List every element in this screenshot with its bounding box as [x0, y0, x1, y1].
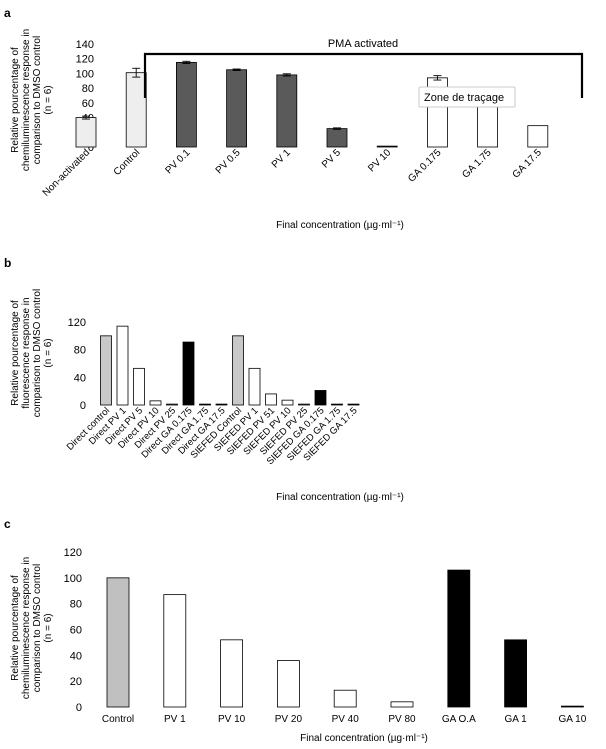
panel-b-xlabel: Final concentration (µg·ml⁻¹): [276, 492, 404, 503]
panel-c-ytick-label: 60: [70, 625, 82, 637]
panel-c-category-label: PV 80: [388, 714, 416, 725]
panel-b-label: b: [4, 256, 11, 270]
panel-c-ytick-label: 80: [70, 599, 82, 611]
panel-c-category-label: GA 10: [558, 714, 586, 725]
panel-b-bar: [100, 335, 112, 406]
panel-c-label: c: [4, 517, 11, 531]
panel-c-ylabel-line-3: comparison to DMSO control: [32, 564, 43, 692]
panel-a-ylabel-line-4: (n = 6): [43, 85, 54, 114]
panel-b-bar: [281, 399, 294, 406]
panel-b-ylabel-line-2: fluorescence response in: [21, 297, 32, 408]
panel-a-bar: [326, 128, 348, 148]
panel-c-category-label: PV 20: [275, 714, 303, 725]
panel-c-category-label: PV 1: [164, 714, 186, 725]
panel-b-bar: [298, 403, 310, 406]
panel-b-bar: [215, 403, 228, 406]
panel-a-category-label: PV 10: [366, 147, 393, 174]
panel-a-ytick-label: 100: [76, 68, 94, 80]
panel-c-bar: [333, 689, 357, 708]
panel-a-bar: [226, 69, 248, 148]
panel-c-ytick-label: 20: [70, 676, 82, 688]
panel-a-category-label: Control: [112, 147, 143, 178]
panel-a-label: a: [4, 6, 11, 20]
panel-c-ytick-label: 100: [64, 573, 82, 585]
panel-c-category-label: GA 1: [504, 714, 527, 725]
panel-a-bar: [125, 72, 147, 148]
panel-c-plot: 0 20 40 60 80 100 120 Control PV 1 PV 10 PV 20 PV 4…: [64, 547, 587, 725]
panel-a-ylabel-line-3: comparison to DMSO control: [32, 36, 43, 164]
panel-a-category-label: Non-activated: [41, 147, 92, 198]
panel-c-bar: [447, 569, 471, 708]
panel-c-bar: [276, 660, 300, 708]
panel-b-ylabel-line-3: comparison to DMSO control: [32, 289, 43, 417]
plot-area-tooltip: Zone de traçage: [418, 86, 516, 108]
panel-a-category-label: GA 17.5: [511, 147, 545, 181]
panel-b: b Relative pourcentage of fluorescence r…: [4, 256, 404, 503]
panel-c-ytick-label: 0: [76, 702, 82, 714]
panel-a-ylabel-line-2: chemiluminescence response in: [21, 29, 32, 171]
panel-b-bar: [232, 335, 244, 406]
panel-a-category-label: GA 1.75: [460, 147, 494, 181]
panel-a-category-label: PV 0.5: [214, 147, 243, 176]
panel-b-bar: [265, 393, 277, 406]
panel-c-bar: [163, 594, 187, 708]
panel-a-bar: [175, 61, 197, 148]
panel-a-bar: [276, 74, 298, 148]
panel-b-ytick-label: 80: [74, 345, 86, 357]
panel-b-bar: [133, 367, 145, 406]
panel-b-bar: [199, 403, 211, 406]
panel-b-ytick-label: 0: [80, 400, 86, 412]
panel-c-category-label: Control: [102, 714, 134, 725]
panel-c-ylabel-line-4: (n = 6): [43, 613, 54, 642]
panel-b-ytick-label: 40: [74, 372, 86, 384]
panel-c-bar: [561, 705, 584, 708]
panel-a-ytick-label: 140: [76, 39, 94, 51]
panel-c-xlabel: Final concentration (µg·ml⁻¹): [300, 733, 428, 744]
panel-b-ylabel-line-4: (n = 6): [43, 338, 54, 367]
panel-c-category-label: PV 10: [218, 714, 246, 725]
panel-a-ylabel-line-1: Relative pourcentage of: [10, 47, 21, 153]
panel-c-ylabel-line-2: chemiluminescence response in: [21, 557, 32, 699]
panel-b-bar: [331, 403, 343, 406]
panel-c-bar: [390, 701, 414, 708]
panel-b-bar: [116, 325, 129, 406]
panel-a-category-label: PV 1: [270, 147, 293, 170]
panel-c-category-label: GA O.A: [442, 714, 476, 725]
pma-bracket: [143, 52, 584, 98]
tooltip-text: Zone de traçage: [424, 92, 504, 104]
panel-b-bar: [314, 390, 327, 406]
panel-b-ylabel-line-1: Relative pourcentage of: [10, 300, 21, 406]
panel-c: c Relative pourcentage of chemiluminesce…: [4, 517, 587, 744]
panel-b-bar: [347, 403, 360, 406]
panel-a-ytick-label: 120: [76, 54, 94, 66]
panel-a-category-label: PV 5: [320, 147, 343, 170]
pma-activated-annotation: PMA activated: [328, 38, 398, 50]
panel-c-category-label: PV 40: [332, 714, 360, 725]
panel-a-bar: [527, 125, 549, 148]
panel-c-bar: [220, 639, 244, 708]
panel-a: a Relative pourcentage of chemiluminesce…: [4, 6, 584, 231]
panel-c-ylabel-line-1: Relative pourcentage of: [10, 575, 21, 681]
panel-c-bar: [106, 577, 130, 708]
panel-a-ytick-label: 0: [88, 142, 94, 154]
panel-b-bar: [166, 403, 178, 406]
panel-c-ytick-label: 40: [70, 650, 82, 662]
panel-a-bar: [376, 145, 398, 148]
panel-a-xlabel: Final concentration (µg·ml⁻¹): [276, 220, 404, 231]
panel-a-category-label: PV 0.1: [164, 147, 193, 176]
panel-b-bar: [182, 341, 195, 406]
panel-a-ytick-label: 60: [82, 98, 94, 110]
panel-a-plot: 020406080100120140Non-activatedControlPV…: [41, 39, 549, 199]
panel-b-bar: [149, 400, 162, 406]
panel-b-ytick-label: 120: [68, 317, 86, 329]
panel-b-bar: [248, 367, 261, 406]
panel-a-category-label: GA 0.175: [406, 147, 444, 185]
tooltip-box: [418, 86, 516, 108]
panel-c-bar: [504, 639, 528, 708]
panel-a-bar: [75, 117, 97, 148]
panel-a-ytick-label: 80: [82, 83, 94, 95]
panel-c-ytick-label: 120: [64, 547, 82, 559]
